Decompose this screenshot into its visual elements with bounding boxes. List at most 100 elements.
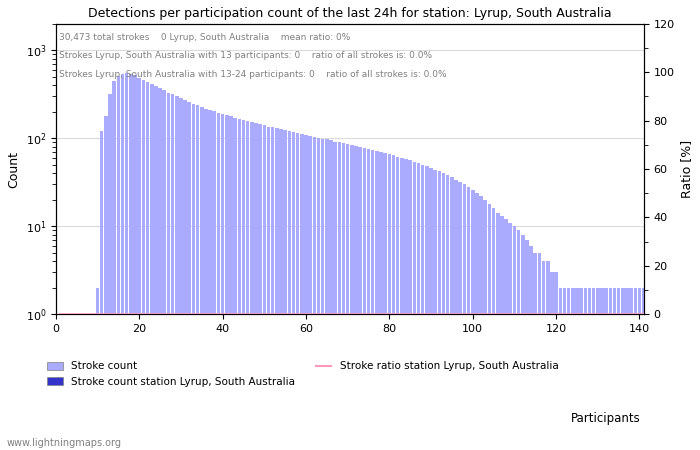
Bar: [121, 74, 125, 450]
Bar: [271, 127, 274, 450]
Bar: [584, 288, 587, 450]
Bar: [350, 145, 354, 450]
Bar: [316, 138, 321, 450]
Bar: [375, 151, 379, 450]
Bar: [546, 261, 550, 450]
Bar: [150, 84, 153, 450]
Bar: [241, 121, 245, 450]
Bar: [388, 154, 391, 450]
Bar: [629, 288, 633, 450]
Bar: [367, 149, 370, 450]
Bar: [250, 122, 253, 450]
Bar: [392, 155, 396, 450]
Legend: Stroke count, Stroke count station Lyrup, South Australia, Stroke ratio station : Stroke count, Stroke count station Lyrup…: [43, 357, 563, 391]
Bar: [559, 288, 562, 450]
Bar: [213, 112, 216, 450]
Bar: [550, 272, 554, 450]
Bar: [237, 119, 241, 450]
Bar: [396, 157, 400, 450]
Bar: [480, 196, 483, 450]
Bar: [529, 246, 533, 450]
Bar: [600, 288, 603, 450]
Bar: [133, 75, 136, 450]
Bar: [563, 288, 566, 450]
Bar: [220, 114, 225, 450]
Bar: [463, 184, 466, 450]
Text: Strokes Lyrup, South Australia with 13-24 participants: 0    ratio of all stroke: Strokes Lyrup, South Australia with 13-2…: [59, 70, 447, 79]
Bar: [171, 94, 174, 450]
Bar: [183, 100, 187, 450]
Bar: [438, 171, 441, 450]
Bar: [117, 76, 120, 450]
Bar: [125, 73, 129, 450]
Bar: [446, 176, 449, 450]
Bar: [346, 144, 349, 450]
Bar: [209, 110, 212, 450]
Bar: [200, 107, 204, 450]
Bar: [425, 166, 428, 450]
Bar: [442, 173, 445, 450]
Bar: [113, 81, 116, 450]
Bar: [612, 288, 616, 450]
Bar: [512, 226, 516, 450]
Bar: [337, 142, 341, 450]
Bar: [192, 104, 195, 450]
Bar: [433, 170, 437, 450]
Bar: [604, 288, 608, 450]
Bar: [104, 116, 108, 450]
Bar: [412, 162, 416, 450]
Bar: [458, 182, 462, 450]
Bar: [625, 288, 629, 450]
Bar: [384, 153, 387, 450]
Text: www.lightningmaps.org: www.lightningmaps.org: [7, 438, 122, 448]
Bar: [496, 213, 500, 450]
Bar: [141, 80, 145, 450]
Bar: [621, 288, 624, 450]
Bar: [96, 288, 99, 450]
Bar: [450, 177, 454, 450]
Bar: [429, 168, 433, 450]
Bar: [325, 140, 328, 450]
Bar: [333, 141, 337, 450]
Bar: [108, 94, 112, 450]
Bar: [400, 158, 404, 450]
Bar: [292, 132, 295, 450]
Bar: [175, 96, 178, 450]
Bar: [504, 219, 508, 450]
Bar: [638, 288, 641, 450]
Bar: [575, 288, 579, 450]
Text: Strokes Lyrup, South Australia with 13 participants: 0    ratio of all strokes i: Strokes Lyrup, South Australia with 13 p…: [59, 51, 432, 60]
Bar: [225, 115, 228, 450]
Bar: [162, 90, 166, 450]
Bar: [416, 163, 420, 450]
Text: 30,473 total strokes    0 Lyrup, South Australia    mean ratio: 0%: 30,473 total strokes 0 Lyrup, South Aust…: [59, 32, 350, 41]
Bar: [408, 161, 412, 450]
Y-axis label: Count: Count: [7, 151, 20, 188]
Bar: [421, 165, 424, 450]
Bar: [379, 152, 383, 450]
Bar: [363, 148, 366, 450]
Bar: [592, 288, 596, 450]
Bar: [538, 253, 541, 450]
Bar: [405, 159, 408, 450]
Bar: [634, 288, 637, 450]
Y-axis label: Ratio [%]: Ratio [%]: [680, 140, 693, 198]
Bar: [137, 77, 141, 450]
Bar: [217, 112, 220, 450]
Bar: [517, 230, 520, 450]
Bar: [508, 223, 512, 450]
Bar: [300, 134, 304, 450]
Bar: [521, 235, 524, 450]
Bar: [580, 288, 583, 450]
Bar: [329, 140, 332, 450]
Bar: [275, 128, 279, 450]
Bar: [179, 98, 183, 450]
Bar: [525, 240, 528, 450]
Bar: [129, 74, 133, 450]
Bar: [267, 126, 270, 450]
Title: Detections per participation count of the last 24h for station: Lyrup, South Aus: Detections per participation count of th…: [88, 7, 612, 20]
Bar: [279, 129, 283, 450]
Bar: [304, 135, 308, 450]
Bar: [358, 147, 362, 450]
Bar: [554, 272, 558, 450]
